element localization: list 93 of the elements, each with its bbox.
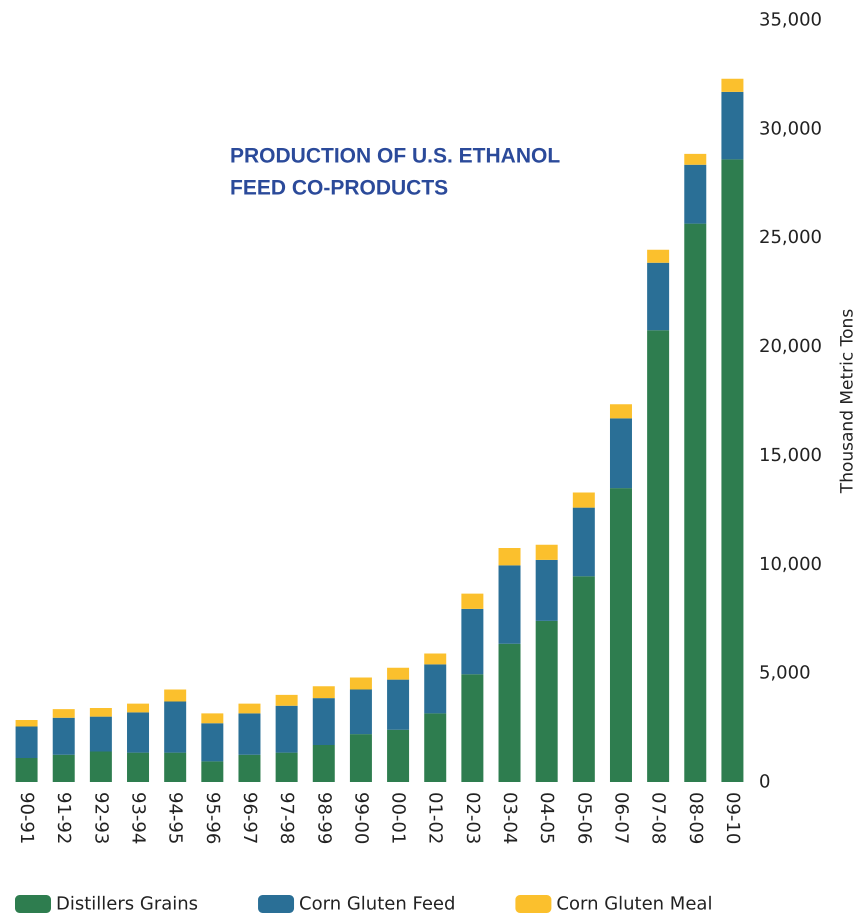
bar [387, 730, 410, 782]
bar [350, 677, 372, 690]
bar [312, 698, 335, 745]
bar [610, 404, 632, 418]
bar [684, 224, 706, 782]
bar [276, 752, 298, 782]
bar [461, 674, 484, 782]
bar [536, 620, 558, 782]
bar [610, 488, 632, 782]
bar [238, 754, 260, 782]
bar [387, 680, 410, 730]
bar [16, 720, 38, 726]
bar [424, 664, 446, 714]
bar [52, 754, 75, 782]
x-tick-label: 08-09 [684, 792, 706, 844]
bar [387, 668, 410, 680]
bar [536, 544, 558, 560]
x-tick-label: 92-93 [90, 792, 112, 844]
bar [498, 644, 521, 782]
x-tick-label: 02-03 [462, 792, 483, 844]
bar [16, 726, 38, 758]
x-tick-label: 06-07 [610, 792, 632, 844]
bar [52, 718, 75, 755]
bar [90, 708, 112, 717]
y-tick-label: 0 [759, 772, 770, 792]
bar [721, 92, 744, 160]
legend-label: Corn Gluten Meal [556, 894, 712, 914]
bar [350, 734, 372, 782]
bar [127, 704, 150, 712]
y-tick-label: 5,000 [759, 662, 811, 684]
bar [461, 594, 484, 609]
bar [90, 716, 112, 752]
x-tick-label: 98-99 [313, 792, 334, 844]
x-tick-label: 93-94 [128, 792, 149, 844]
y-tick-label: 35,000 [759, 10, 822, 30]
bar [201, 723, 224, 762]
bar [164, 689, 186, 702]
x-tick-label: 04-05 [536, 792, 558, 844]
bar [16, 758, 38, 782]
bar [276, 706, 298, 753]
y-tick-label: 10,000 [759, 554, 822, 575]
x-tick-label: 97-98 [276, 792, 298, 844]
x-tick-label: 07-08 [648, 792, 669, 844]
bar [721, 159, 744, 782]
x-tick-label: 90-91 [16, 792, 38, 844]
bar [201, 713, 224, 724]
bar [461, 608, 484, 674]
x-tick-label: 96-97 [238, 792, 260, 844]
x-tick-label: 05-06 [573, 792, 594, 844]
bar [238, 704, 260, 714]
x-tick-label: 91-92 [53, 792, 74, 844]
y-tick-label: 15,000 [759, 444, 822, 466]
bar [498, 548, 521, 566]
bar [424, 654, 446, 664]
bar [238, 713, 260, 755]
x-tick-label: 94-95 [164, 792, 186, 844]
bar [90, 752, 112, 782]
bar [164, 752, 186, 782]
y-tick-label: 30,000 [759, 118, 822, 140]
x-tick-label: 00-01 [388, 792, 409, 844]
bar [52, 709, 75, 718]
bar [164, 701, 186, 753]
y-tick-label: 20,000 [759, 336, 822, 358]
bar [572, 508, 595, 576]
bar [610, 418, 632, 488]
bar [276, 694, 298, 706]
legend-label: Corn Gluten Feed [299, 894, 456, 914]
bar [127, 712, 150, 753]
legend-label: Distillers Grains [56, 894, 198, 914]
y-axis-title: Thousand Metric Tons [838, 308, 858, 494]
x-tick-label: 01-02 [424, 792, 446, 844]
bar [647, 330, 670, 782]
x-tick-label: 03-04 [499, 792, 520, 844]
x-tick-label: 09-10 [722, 792, 743, 844]
bar [536, 560, 558, 621]
bar [350, 689, 372, 734]
bar [721, 78, 744, 92]
bar [647, 262, 670, 330]
x-tick-label: 99-00 [350, 792, 372, 844]
x-tick-label: 95-96 [202, 792, 223, 844]
bar [572, 576, 595, 782]
y-tick-label: 25,000 [759, 227, 822, 248]
bar [684, 164, 706, 224]
bar [127, 752, 150, 782]
text: PRODUCTION OF U.S. ETHANOL FEED CO-PRODUCTS [230, 144, 560, 200]
bar [572, 492, 595, 508]
bar [424, 713, 446, 782]
bar [647, 250, 670, 263]
bar [312, 744, 335, 782]
bar [684, 154, 706, 165]
bar [201, 761, 224, 782]
bar [312, 686, 335, 698]
bar [498, 565, 521, 644]
